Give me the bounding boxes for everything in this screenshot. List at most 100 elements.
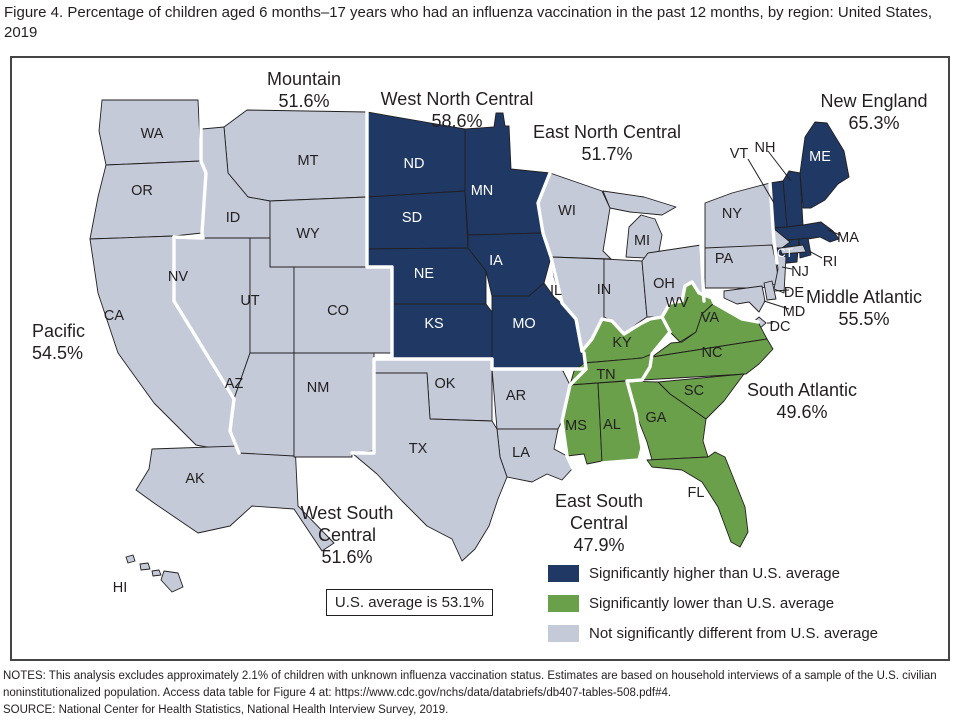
us-map: WA OR CA AK HI MT ID WY NV UT CO AZ NM ND SD NE KS MN IA MO… xyxy=(32,69,928,596)
state-la xyxy=(496,428,573,483)
legend-row-higher: Significantly higher than U.S. average xyxy=(548,561,878,585)
state-md xyxy=(723,285,766,313)
state-label-fl: FL xyxy=(688,485,705,501)
state-label-ks: KS xyxy=(424,316,443,332)
state-label-pointer xyxy=(747,158,775,204)
state-label-wi: WI xyxy=(558,203,576,219)
state-mi xyxy=(602,190,677,216)
legend-row-not-different: Not significantly different from U.S. av… xyxy=(548,621,878,645)
state-label-mi: MI xyxy=(634,233,650,249)
state-label-dc: DC xyxy=(770,319,791,335)
region-label-pacific: Pacific 54.5% xyxy=(32,321,85,363)
state-mt xyxy=(223,109,368,202)
legend-label: Significantly lower than U.S. average xyxy=(589,594,835,612)
state-label-hi: HI xyxy=(113,580,128,596)
us-average-note: U.S. average is 53.1% xyxy=(326,589,493,616)
region-divider-line xyxy=(580,280,760,353)
state-label-nm: NM xyxy=(307,380,330,396)
region-divider-line xyxy=(172,96,241,455)
state-label-wa: WA xyxy=(141,126,164,142)
legend-row-lower: Significantly lower than U.S. average xyxy=(548,591,878,615)
state-label-wy: WY xyxy=(296,226,320,242)
state-label-tn: TN xyxy=(596,367,615,383)
state-fl xyxy=(646,451,749,548)
region-label-south-atlantic: South Atlantic 49.6% xyxy=(747,380,857,422)
figure-title: Figure 4. Percentage of children aged 6 … xyxy=(4,4,933,41)
region-label-new-england: New England 65.3% xyxy=(820,91,927,133)
source-text: SOURCE: National Center for Health Stati… xyxy=(3,704,449,716)
state-label-nd: ND xyxy=(404,156,425,172)
state-label-in: IN xyxy=(597,282,612,298)
figure-notes: NOTES: This analysis excludes approximat… xyxy=(3,668,957,719)
legend-swatch-lower xyxy=(548,594,579,612)
state-label-ok: OK xyxy=(435,376,456,392)
state-label-il: IL xyxy=(550,283,562,299)
region-divider-line xyxy=(390,357,588,371)
state-label-ne: NE xyxy=(414,266,434,282)
state-label-ca: CA xyxy=(104,308,124,324)
state-label-va: VA xyxy=(701,310,720,326)
state-label-pa: PA xyxy=(715,251,734,267)
state-label-nh: NH xyxy=(755,140,776,156)
region-divider-line xyxy=(600,315,672,465)
state-label-sd: SD xyxy=(402,210,422,226)
state-ny xyxy=(779,244,807,255)
state-label-al: AL xyxy=(603,417,621,433)
state-label-ak: AK xyxy=(185,471,205,487)
region-label-middle-atlantic: Middle Atlantic 55.5% xyxy=(806,287,922,329)
region-label-east-north-central: East North Central 51.7% xyxy=(533,122,681,164)
state-label-pointer xyxy=(767,150,792,182)
state-ak xyxy=(135,443,335,552)
state-label-ct: CT xyxy=(777,246,794,260)
region-divider-line xyxy=(768,181,779,265)
state-label-sc: SC xyxy=(684,383,704,399)
state-hi xyxy=(125,554,136,564)
state-label-vt: VT xyxy=(730,146,749,162)
state-label-pointer xyxy=(773,289,790,292)
state-label-ri: RI xyxy=(823,254,838,270)
state-label-pointer xyxy=(781,266,793,270)
state-hi xyxy=(160,570,184,593)
state-label-pointer xyxy=(808,250,823,259)
state-label-me: ME xyxy=(809,149,831,165)
state-label-az: AZ xyxy=(225,376,244,392)
region-label-mountain: Mountain 51.6% xyxy=(267,69,341,111)
state-label-or: OR xyxy=(131,183,153,199)
state-label-ia: IA xyxy=(489,253,503,269)
state-label-ny: NY xyxy=(722,206,742,222)
state-or xyxy=(89,160,207,240)
state-label-wv: WV xyxy=(665,295,689,311)
state-label-ut: UT xyxy=(240,293,259,309)
legend: Significantly higher than U.S. average Si… xyxy=(548,561,878,651)
state-label-la: LA xyxy=(512,445,530,461)
state-label-ms: MS xyxy=(565,418,587,434)
state-label-ar: AR xyxy=(506,388,526,404)
region-label-east-south-central: East South Central 47.9% xyxy=(555,491,643,555)
state-nm xyxy=(293,352,375,458)
legend-label: Not significantly different from U.S. av… xyxy=(589,624,879,642)
legend-swatch-higher xyxy=(548,564,579,582)
legend-swatch-not-different xyxy=(548,624,579,642)
state-label-nc: NC xyxy=(702,345,723,361)
state-label-ga: GA xyxy=(646,410,667,426)
state-label-mo: MO xyxy=(512,316,535,332)
state-label-pointer xyxy=(827,229,841,236)
state-label-de: DE xyxy=(784,285,804,301)
legend-label: Significantly higher than U.S. average xyxy=(589,564,840,582)
region-divider-line xyxy=(560,351,588,473)
state-label-mn: MN xyxy=(471,183,494,199)
region-label-west-south-central: West South Central 51.6% xyxy=(301,503,394,567)
state-label-oh: OH xyxy=(653,276,675,292)
region-divider-line xyxy=(536,171,584,353)
state-label-tx: TX xyxy=(409,441,428,457)
state-hi xyxy=(139,562,151,571)
state-label-ma: MA xyxy=(837,230,859,246)
state-label-id: ID xyxy=(226,210,241,226)
state-label-ky: KY xyxy=(612,335,632,351)
state-label-co: CO xyxy=(327,303,349,319)
state-de xyxy=(763,280,777,301)
state-label-pointer xyxy=(763,300,790,310)
region-label-west-north-central: West North Central 58.6% xyxy=(381,89,534,131)
map-frame: WA OR CA AK HI MT ID WY NV UT CO AZ NM ND SD NE KS MN IA MO… xyxy=(10,56,950,661)
